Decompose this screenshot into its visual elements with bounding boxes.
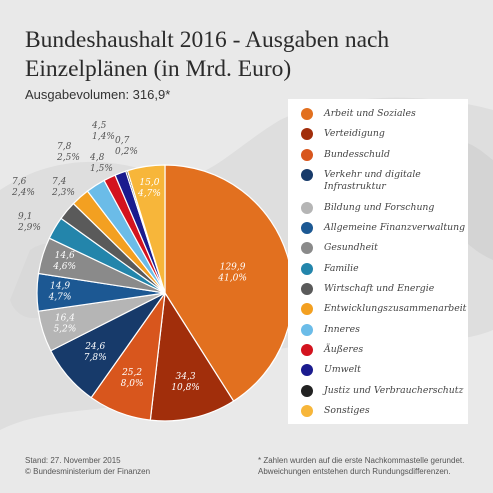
slice-value-label-6: 14,9 — [50, 281, 70, 291]
slice-value-label-15: 15,0 — [139, 178, 159, 188]
legend-label-14: Justiz und Verbraucherschutz — [324, 384, 464, 396]
legend-label-3: Bundesschuld — [324, 148, 390, 160]
legend-item-8: Familie — [288, 262, 468, 275]
slice-value-label-3: 25,2 — [121, 368, 142, 378]
legend-label-1: Arbeit und Soziales — [324, 108, 416, 119]
slice-percent-label-8: 2,9% — [17, 223, 41, 233]
slice-percent-label-6: 4,7% — [48, 292, 72, 302]
slice-percent-label-1: 41,0% — [217, 273, 247, 283]
legend-swatch-15 — [301, 404, 313, 417]
slice-value-label-9: 7,6 — [12, 177, 27, 187]
slice-value-label-5: 16,4 — [55, 314, 75, 324]
legend-swatch-14 — [301, 384, 313, 397]
slice-percent-label-5: 5,2% — [53, 325, 76, 335]
slice-value-label-4: 24,6 — [84, 342, 105, 352]
slice-percent-label-3: 8,0% — [121, 379, 144, 389]
legend-swatch-13 — [301, 364, 313, 377]
legend-swatch-4 — [301, 168, 313, 181]
slice-percent-label-9: 2,4% — [11, 188, 35, 198]
legend-label-5: Bildung und Forschung — [324, 201, 435, 213]
legend-label-11: Inneres — [324, 323, 360, 335]
legend-item-2: Verteidigung — [288, 128, 468, 141]
legend-item-9: Wirtschaft und Energie — [288, 283, 468, 296]
legend-swatch-12 — [301, 343, 313, 356]
legend-label-8: Familie — [324, 262, 359, 274]
legend-item-4: Verkehr und digitale Infrastruktur — [288, 168, 468, 193]
slice-value-label-7: 14,6 — [55, 251, 75, 261]
legend-item-13: Umwelt — [288, 364, 468, 377]
legend-label-12: Äußeres — [324, 343, 364, 355]
legend-item-3: Bundesschuld — [288, 148, 468, 161]
slice-value-label-13: 4,5 — [91, 121, 107, 131]
slice-value-label-11: 7,8 — [57, 142, 72, 152]
legend-label-15: Sonstiges — [324, 404, 370, 416]
footer-difference-note: Abweichungen entstehen durch Rundungsdif… — [258, 467, 451, 476]
footer-date: Stand: 27. November 2015 — [25, 456, 121, 465]
legend-label-9: Wirtschaft und Energie — [324, 283, 435, 295]
legend-swatch-6 — [301, 222, 313, 235]
slice-percent-label-13: 1,4% — [92, 132, 115, 142]
pie-slice-1 — [164, 164, 294, 402]
legend-item-12: Äußeres — [288, 343, 468, 356]
legend-swatch-9 — [301, 283, 313, 296]
legend-label-13: Umwelt — [324, 364, 361, 376]
slice-percent-label-10: 2,3% — [51, 188, 75, 198]
legend-item-5: Bildung und Forschung — [288, 201, 468, 214]
slice-percent-label-2: 10,8% — [171, 383, 200, 393]
pie-slice-2 — [149, 291, 235, 422]
slice-value-label-10: 7,4 — [52, 177, 67, 187]
legend-swatch-5 — [301, 201, 313, 214]
legend-swatch-7 — [301, 242, 313, 255]
legend-item-10: Entwicklungszusammenarbeit — [288, 303, 468, 316]
legend-label-6: Allgemeine Finanzverwaltung — [324, 222, 466, 234]
legend-item-6: Allgemeine Finanzverwaltung — [288, 222, 468, 235]
legend-swatch-2 — [301, 128, 313, 141]
legend-label-2: Verteidigung — [324, 128, 385, 140]
footer-note: * Zahlen wurden auf die erste Nachkommas… — [258, 455, 478, 477]
legend-item-14: Justiz und Verbraucherschutz — [288, 384, 468, 397]
footer-copyright: © Bundesministerium der Finanzen — [25, 467, 151, 476]
slice-value-label-8: 9,1 — [18, 212, 32, 222]
pie-slice-15 — [126, 164, 166, 294]
slice-percent-label-11: 2,5% — [56, 153, 80, 163]
legend-swatch-11 — [301, 323, 313, 336]
slice-percent-label-12: 1,5% — [90, 164, 113, 174]
slice-value-label-2: 34,3 — [176, 372, 196, 382]
slice-percent-label-7: 4,6% — [52, 262, 76, 272]
slice-value-label-1: 129,9 — [220, 262, 246, 272]
footer-source: Stand: 27. November 2015 © Bundesministe… — [25, 455, 150, 477]
legend-label-10: Entwicklungszusammenarbeit — [324, 303, 467, 315]
chart-subtitle: Ausgabevolumen: 316,9* — [25, 87, 171, 102]
slice-value-label-12: 4,8 — [89, 153, 105, 163]
chart-legend: Arbeit und Soziales Verteidigung Bundessch… — [288, 99, 468, 424]
legend-swatch-1 — [301, 108, 313, 120]
slice-value-label-14: 0,7 — [115, 136, 130, 146]
slice-percent-label-15: 4,7% — [137, 189, 161, 199]
legend-label-4: Verkehr und digitale Infrastruktur — [324, 168, 421, 192]
footer-rounding-note: * Zahlen wurden auf die erste Nachkommas… — [258, 456, 465, 465]
legend-item-7: Gesundheit — [288, 242, 468, 255]
slice-percent-label-14: 0,2% — [115, 147, 138, 157]
legend-swatch-10 — [301, 303, 313, 316]
legend-item-11: Inneres — [288, 323, 468, 336]
legend-swatch-8 — [301, 262, 313, 275]
legend-swatch-3 — [301, 148, 313, 161]
legend-item-15: Sonstiges — [288, 404, 468, 417]
page-title: Bundeshaushalt 2016 - Ausgaben nach Einz… — [25, 27, 390, 82]
slice-percent-label-4: 7,8% — [84, 353, 107, 363]
legend-item-1: Arbeit und Soziales — [288, 108, 468, 120]
legend-label-7: Gesundheit — [324, 242, 378, 254]
